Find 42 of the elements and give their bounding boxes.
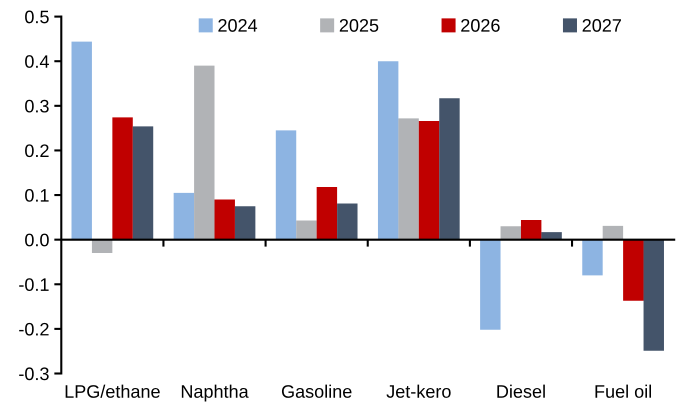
legend-label: 2027 (582, 19, 621, 32)
bar (194, 66, 215, 240)
bar (92, 240, 112, 254)
bar (602, 226, 624, 240)
x-tick-label: Diesel (497, 384, 545, 398)
bar (296, 220, 317, 240)
bar (316, 187, 338, 240)
bar (112, 117, 133, 240)
bar (582, 240, 603, 276)
bar (378, 61, 398, 240)
bar (398, 118, 419, 240)
bar (337, 204, 358, 240)
bar (132, 126, 154, 240)
legend-label: 2024 (218, 19, 258, 32)
x-tick-label: Naphtha (182, 384, 249, 402)
y-tick-label: -0.3 (19, 367, 49, 380)
bar (276, 130, 296, 240)
y-tick-label: 0.2 (25, 144, 49, 158)
bar (214, 200, 235, 240)
legend-label: 2026 (461, 19, 500, 32)
bar (480, 240, 501, 330)
bar (500, 226, 521, 240)
bar (520, 220, 542, 240)
legend-label: 2025 (340, 19, 378, 32)
y-tick-label: 0.5 (25, 10, 49, 24)
y-tick-label: 0.4 (25, 55, 49, 68)
bar (174, 192, 194, 240)
x-tick-label: Jet-kero (386, 384, 451, 398)
bar (623, 240, 644, 301)
y-tick-label: -0.2 (19, 322, 49, 336)
y-tick-label: 0.0 (25, 234, 49, 246)
bar (644, 240, 664, 351)
bar (418, 120, 440, 240)
x-tick-label: LPG/ethane (66, 384, 160, 398)
bar (234, 206, 256, 240)
x-tick-label: Fuel oil (595, 384, 652, 398)
y-tick-label: -0.1 (19, 278, 49, 291)
bar (439, 98, 460, 240)
y-tick-label: 0.3 (25, 100, 49, 113)
bar (72, 42, 92, 240)
x-tick-label: Gasoline (282, 384, 352, 398)
y-tick-label: 0.1 (25, 188, 49, 202)
